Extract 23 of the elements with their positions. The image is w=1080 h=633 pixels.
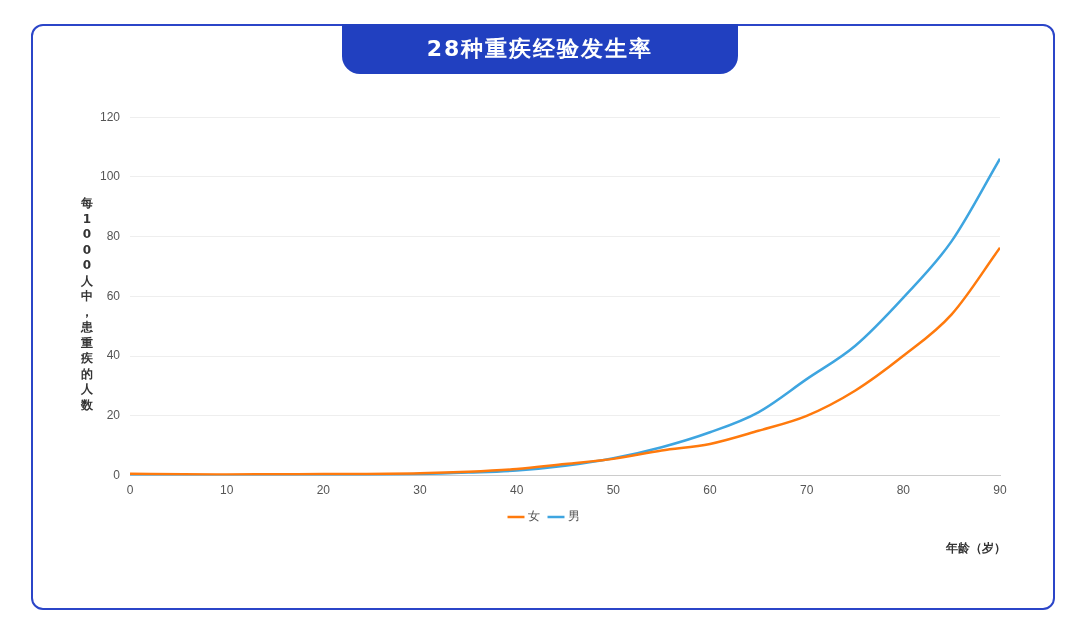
x-tick-label: 60 — [703, 483, 717, 498]
x-tick-label: 20 — [316, 483, 331, 498]
x-tick-label: 10 — [220, 483, 234, 498]
x-tick-label: 40 — [510, 483, 524, 498]
text: 每1000人中，患重疾的人数 — [81, 196, 93, 412]
legend-label: 男 — [568, 509, 580, 524]
line-series — [130, 246, 1000, 476]
y-tick-label: 60 — [106, 288, 121, 303]
y-tick-label: 120 — [99, 109, 121, 124]
chart-title: 28种重疾经验发生率 — [342, 24, 738, 74]
y-tick-label: 20 — [106, 408, 121, 423]
x-tick-label: 80 — [896, 483, 911, 498]
y-tick-label: 40 — [106, 348, 121, 363]
x-tick-label: 30 — [413, 483, 428, 498]
x-tick-label: 0 — [126, 483, 134, 498]
y-tick-label: 0 — [113, 467, 121, 482]
y-tick-label: 100 — [99, 169, 121, 184]
x-tick-label: 90 — [993, 483, 1007, 498]
y-tick-label: 80 — [106, 228, 121, 243]
x-tick-label: 70 — [799, 483, 814, 498]
x-axis-title: 年龄（岁） — [946, 540, 1006, 557]
x-tick-label: 50 — [606, 483, 621, 498]
legend-label: 女 — [528, 509, 540, 524]
